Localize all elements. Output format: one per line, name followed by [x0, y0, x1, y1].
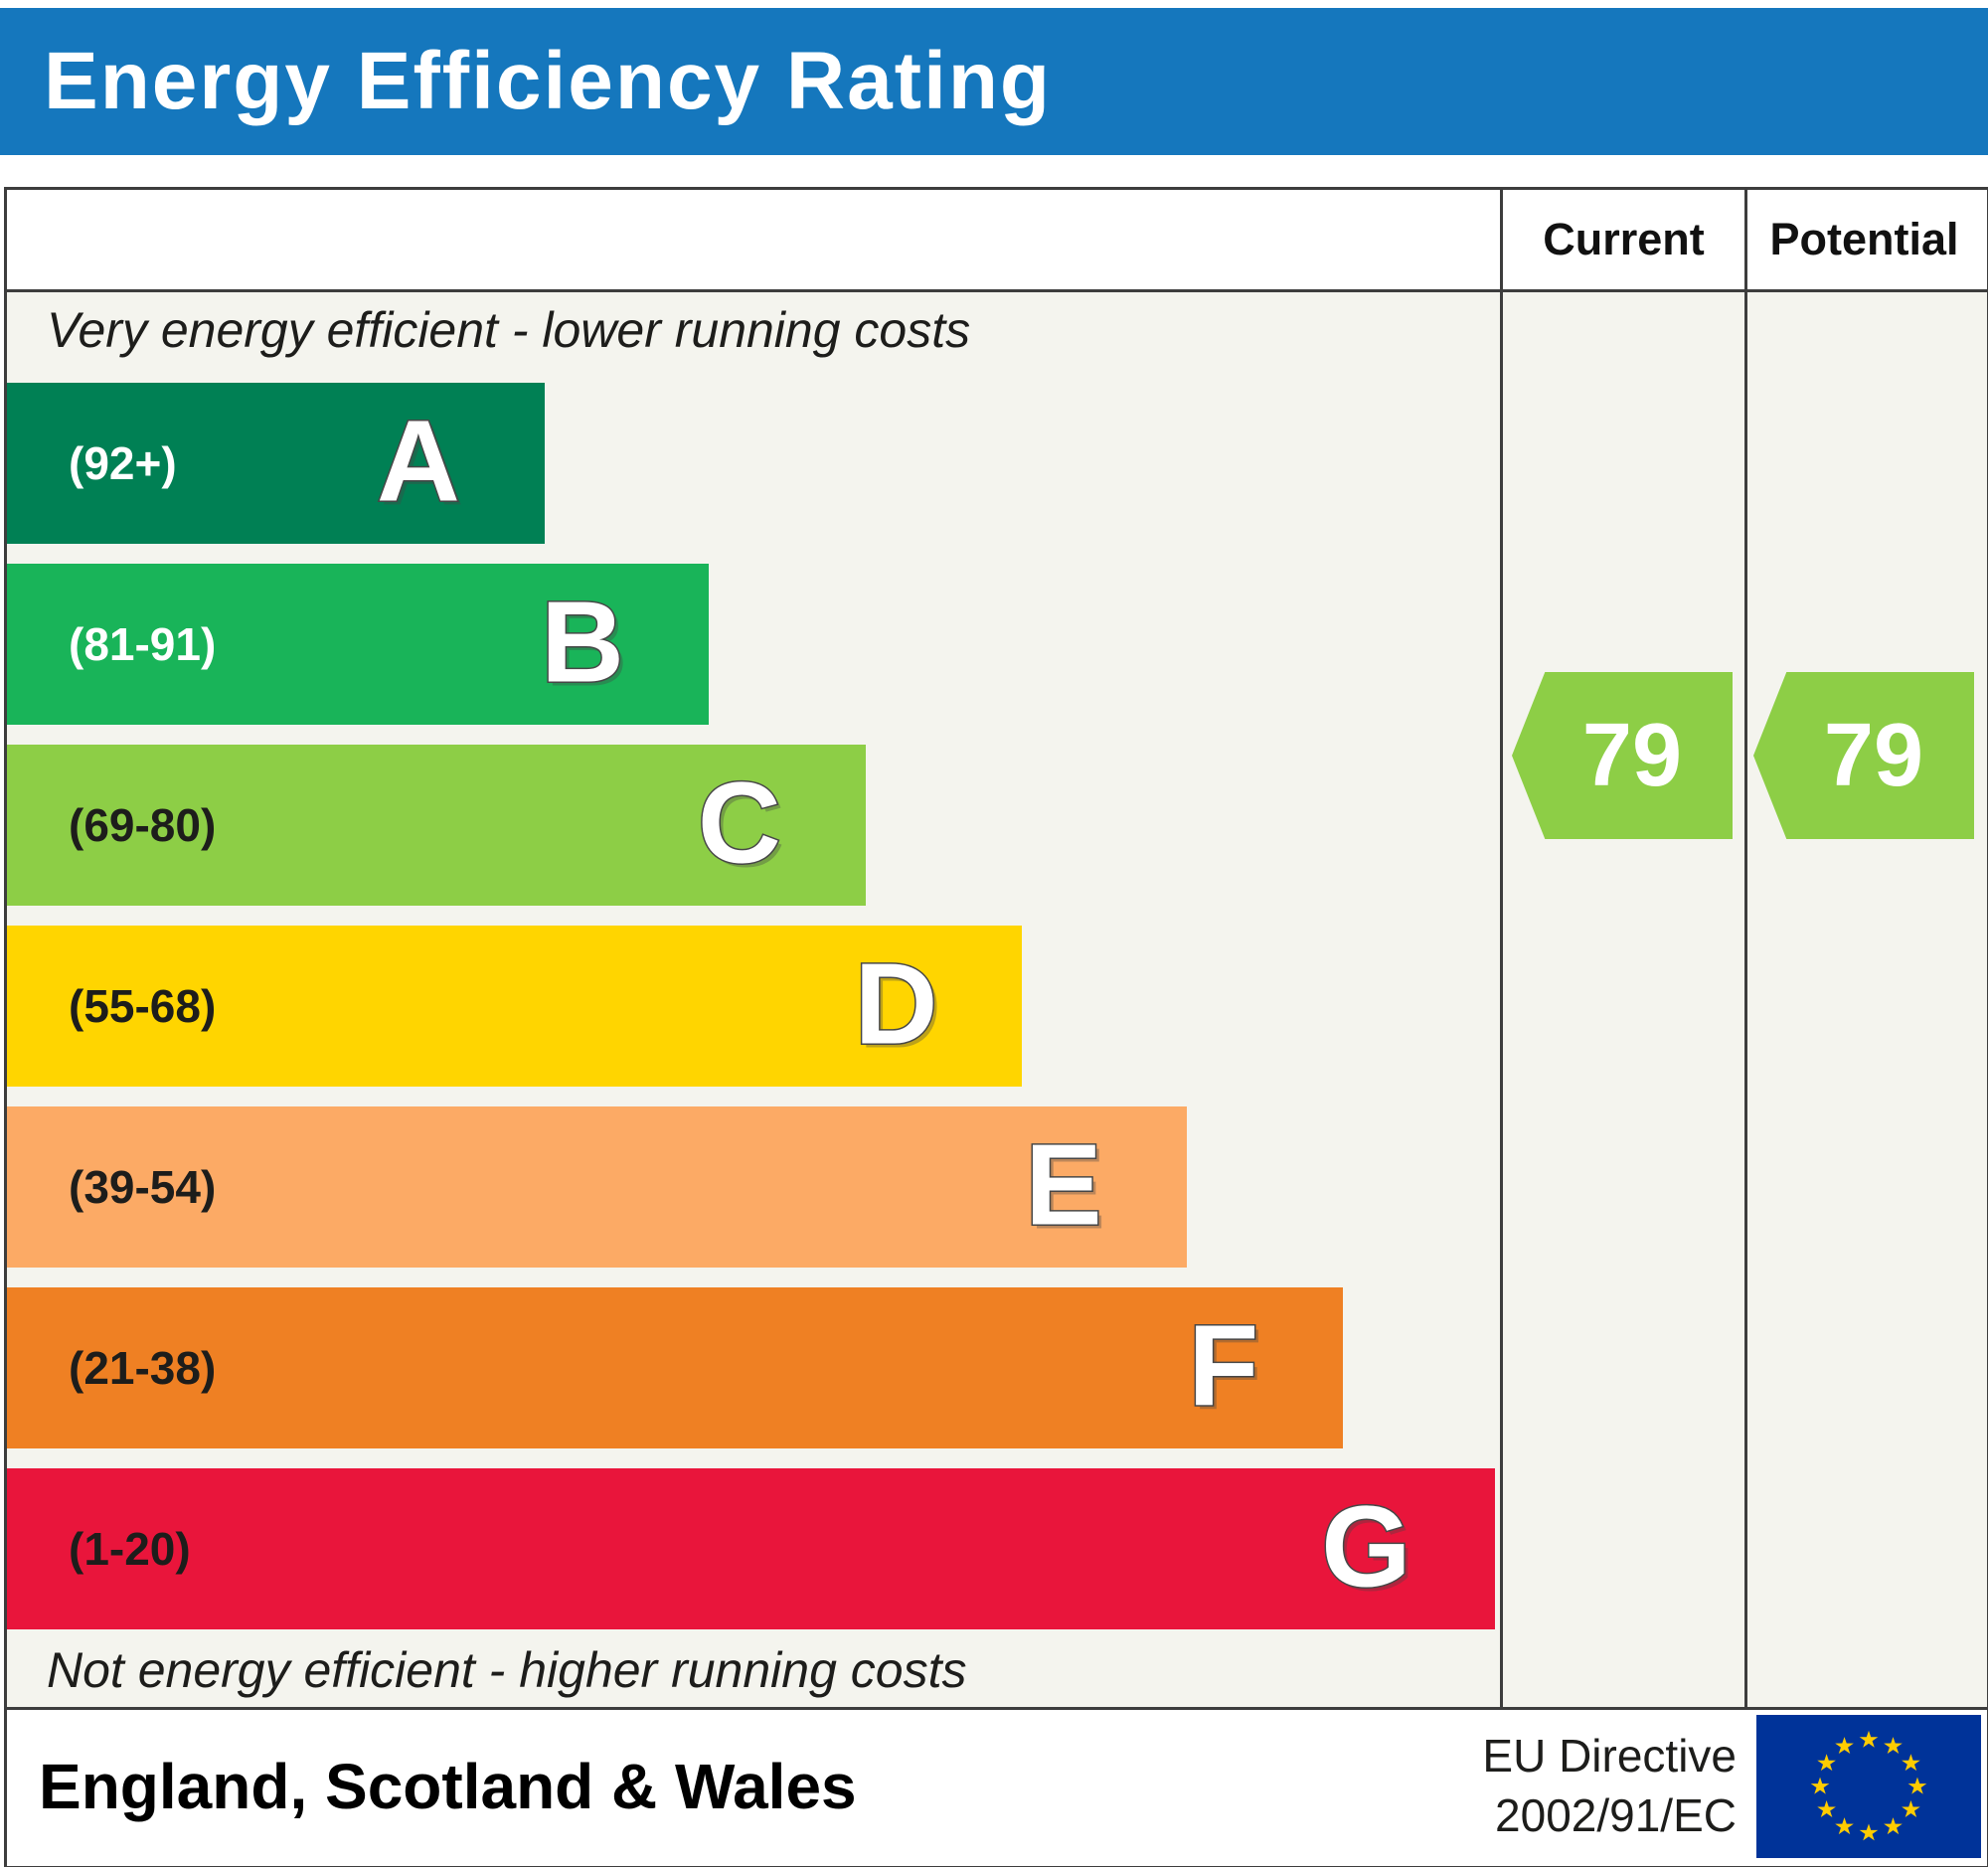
band-range-label: (21-38) [69, 1342, 217, 1394]
potential-rating-pointer: 79 [1753, 672, 1974, 839]
footer-divider-line [7, 1707, 1987, 1710]
potential-column-header: Potential [1769, 214, 1959, 264]
potential-column-divider [1744, 190, 1747, 1707]
potential-rating-value: 79 [1823, 705, 1924, 805]
current-column-divider [1500, 190, 1503, 1707]
band-letter: D [853, 938, 939, 1069]
current-column-header: Current [1543, 214, 1705, 264]
band-letter: A [375, 396, 461, 526]
band-letter: C [696, 758, 782, 888]
eu-flag-icon [1756, 1715, 1981, 1858]
band-a: (92+) A [7, 383, 545, 544]
band-c: (69-80) C [7, 745, 866, 906]
eu-directive-line1: EU Directive [1482, 1730, 1737, 1782]
band-range-label: (55-68) [69, 980, 217, 1032]
band-g: (1-20) G [7, 1468, 1496, 1629]
band-f: (21-38) F [7, 1287, 1344, 1448]
header-divider-line [7, 289, 1987, 292]
top-note: Very energy efficient - lower running co… [47, 302, 971, 358]
eu-directive-line2: 2002/91/EC [1495, 1789, 1737, 1841]
bottom-note: Not energy efficient - higher running co… [47, 1642, 967, 1698]
band-d: (55-68) D [7, 926, 1023, 1087]
band-b: (81-91) B [7, 564, 709, 725]
band-letter: F [1187, 1300, 1260, 1431]
band-letter: E [1024, 1119, 1103, 1250]
eu-directive-label: EU Directive 2002/91/EC [1279, 1712, 1737, 1861]
band-range-label: (39-54) [69, 1161, 217, 1213]
band-letter: B [540, 577, 626, 707]
band-e: (39-54) E [7, 1106, 1187, 1268]
band-range-label: (69-80) [69, 799, 217, 851]
current-rating-value: 79 [1581, 705, 1683, 805]
band-range-label: (81-91) [69, 618, 217, 670]
band-letter: G [1320, 1481, 1412, 1612]
region-label: England, Scotland & Wales [39, 1751, 857, 1822]
current-rating-pointer: 79 [1512, 672, 1733, 839]
rating-table: Current Potential Very energy efficient … [4, 187, 1988, 1867]
title-bar: Energy Efficiency Rating [0, 8, 1988, 155]
page-title: Energy Efficiency Rating [44, 36, 1053, 126]
rating-bands: (92+) A (81-91) B (69-80) C (55-68) D (39-54) E (2… [7, 383, 1500, 1649]
band-range-label: (92+) [69, 437, 177, 489]
band-range-label: (1-20) [69, 1523, 191, 1575]
